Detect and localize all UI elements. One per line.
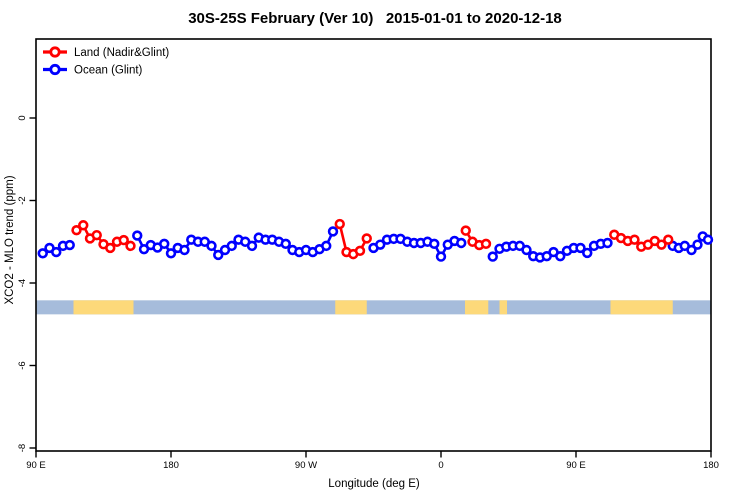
data-point [629, 234, 640, 245]
legend-marker [49, 46, 61, 58]
y-tick-label: -2 [17, 196, 28, 204]
legend-marker [49, 63, 61, 76]
data-point [656, 239, 667, 250]
data-point [575, 242, 586, 254]
y-tick-label: -8 [17, 444, 28, 452]
band-land-segment [610, 300, 673, 315]
x-axis-label: Longitude (deg E) [328, 478, 420, 490]
band-land-segment [335, 300, 367, 315]
data-point [78, 220, 89, 231]
y-axis-label: XCO2 - MLO trend (ppm) [4, 175, 16, 304]
y-tick-label: 0 [17, 115, 28, 120]
data-point [165, 248, 177, 259]
data-point [37, 248, 48, 259]
data-point [105, 242, 116, 254]
data-point [480, 238, 492, 250]
data-point [280, 238, 291, 250]
data-point [334, 218, 345, 230]
data-point [159, 238, 170, 250]
x-tick-label: 90 E [566, 460, 586, 471]
band-land-segment [465, 300, 489, 315]
data-point [321, 240, 332, 252]
x-tick-label: 90 E [26, 460, 46, 471]
chart-title: 30S-25S February (Ver 10) 2015-01-01 to … [188, 10, 562, 27]
data-point [460, 225, 471, 236]
data-point [118, 234, 129, 246]
data-point [71, 225, 82, 236]
band-land-segment [73, 300, 134, 315]
data-point [206, 240, 217, 252]
legend: Land (Nadir&Glint) Ocean (Glint) [43, 46, 169, 77]
data-point [179, 244, 190, 256]
data-point [246, 240, 258, 252]
data-point [361, 233, 372, 244]
legend-label: Ocean (Glint) [74, 65, 143, 77]
data-point [125, 240, 136, 252]
data-point [327, 226, 339, 237]
data-point [435, 251, 447, 262]
y-tick-label: -4 [17, 279, 28, 287]
band-land-segment [499, 300, 507, 315]
data-point [354, 245, 366, 257]
data-point [375, 239, 386, 250]
axes: 90 E 180 90 W 0 90 E 180 0 -2 -4 -6 -8 [17, 38, 719, 471]
data-point [91, 229, 102, 241]
x-tick-label: 180 [163, 460, 179, 471]
x-tick-label: 0 [438, 460, 443, 471]
data-point [64, 239, 75, 251]
data-point [582, 247, 593, 259]
data-series [37, 218, 714, 263]
y-tick-label: -6 [17, 361, 28, 369]
data-point [602, 237, 613, 249]
plot-box [35, 38, 712, 452]
data-point [213, 249, 224, 261]
data-point [456, 237, 467, 249]
data-point [226, 240, 237, 252]
data-point [487, 251, 498, 262]
x-tick-label: 180 [703, 460, 719, 471]
data-point [51, 246, 62, 258]
data-point [663, 234, 674, 245]
data-point [429, 238, 440, 250]
land-ocean-band [36, 300, 711, 315]
legend-label: Land (Nadir&Glint) [74, 47, 169, 59]
data-point [686, 244, 697, 256]
data-point [702, 234, 714, 245]
data-point [555, 250, 566, 262]
data-point [521, 244, 532, 256]
band-ocean [36, 300, 711, 315]
x-tick-label: 90 W [295, 460, 317, 471]
data-point [132, 230, 143, 241]
data-point [692, 239, 703, 250]
